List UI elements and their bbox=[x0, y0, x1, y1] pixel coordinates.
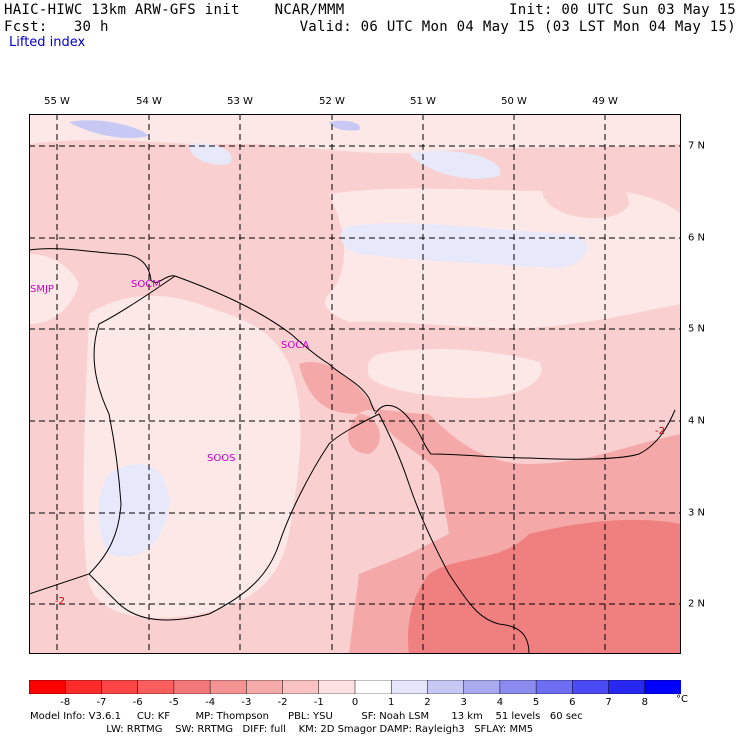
colorbar-swatch bbox=[64, 680, 103, 694]
top-blue-patch-3 bbox=[409, 150, 501, 179]
colorbar-swatch bbox=[427, 680, 465, 694]
colorbar-swatch bbox=[572, 680, 610, 694]
colorbar-tick-label: 2 bbox=[424, 697, 431, 708]
border-guiana-brazil bbox=[88, 413, 380, 621]
colorbar-tick-label: -3 bbox=[241, 697, 252, 708]
colorbar-tick-label: 7 bbox=[605, 697, 612, 708]
lon-label-51w: 51 W bbox=[410, 96, 436, 107]
valid-time: Valid: 06 UTC Mon 04 May 15 (03 LST Mon … bbox=[299, 19, 736, 35]
colorbar-tick-label: 0 bbox=[351, 697, 359, 708]
colorbar-swatch bbox=[209, 680, 248, 694]
header-title: HAIC-HIWC 13km ARW-GFS init NCAR/MMM bbox=[4, 2, 345, 18]
map-frame bbox=[29, 114, 681, 654]
colorbar-swatch bbox=[318, 680, 356, 694]
land-blue-patch bbox=[98, 464, 169, 557]
colorbar-tick-label: 8 bbox=[641, 697, 648, 708]
lat-label-6n: 6 N bbox=[688, 232, 706, 244]
colorbar-swatch bbox=[390, 680, 429, 694]
coastline-east bbox=[374, 404, 676, 460]
center-pale-blob bbox=[367, 348, 542, 398]
colorbar-tick-label: 1 bbox=[388, 697, 395, 708]
colorbar-swatch bbox=[246, 680, 284, 694]
lat-label-7n: 7 N bbox=[688, 140, 706, 152]
colorbar-tick-label: -2 bbox=[277, 697, 288, 708]
model-info-line1: Model Info: V3.6.1 CU: KF MP: Thompson P… bbox=[30, 711, 583, 722]
contour-label-west: -2 bbox=[55, 596, 65, 607]
colorbar-tick-label: -6 bbox=[132, 697, 143, 708]
field-name: Lifted index bbox=[9, 35, 86, 50]
colorbar-swatch bbox=[29, 680, 66, 694]
top-blue-patch-1 bbox=[69, 120, 149, 139]
colorbar-swatch bbox=[608, 680, 646, 694]
lat-label-2n: 2 N bbox=[688, 598, 706, 610]
lon-label-55w: 55 W bbox=[44, 96, 70, 107]
strong-red-region bbox=[407, 519, 681, 654]
colorbar bbox=[29, 680, 681, 694]
colorbar-tick-label: 6 bbox=[569, 697, 576, 708]
station-soos: SOOS bbox=[207, 453, 236, 464]
init-time: Init: 00 UTC Sun 03 May 15 bbox=[509, 2, 736, 18]
colorbar-swatch bbox=[463, 680, 501, 694]
colorbar-tick-label: -4 bbox=[205, 697, 216, 708]
colorbar-swatch bbox=[101, 680, 139, 694]
border-suriname bbox=[29, 275, 176, 595]
colorbar-tick-label: 4 bbox=[496, 697, 504, 708]
lifted-index-map bbox=[29, 114, 681, 654]
colorbar-swatch bbox=[499, 680, 537, 694]
forecast-hour: Fcst: 30 h bbox=[4, 19, 109, 35]
station-soca: SOCA bbox=[281, 340, 310, 351]
station-socm: SOCM bbox=[131, 279, 161, 290]
coastline-north bbox=[29, 248, 376, 412]
colorbar-swatch bbox=[535, 680, 574, 694]
station-smjp: SMJP bbox=[30, 284, 54, 295]
colorbar-swatch bbox=[173, 680, 211, 694]
lon-label-54w: 54 W bbox=[136, 96, 162, 107]
colorbar-tick-label: -1 bbox=[313, 697, 324, 708]
lon-label-53w: 53 W bbox=[227, 96, 253, 107]
colorbar-tick-label: 5 bbox=[532, 697, 540, 708]
lat-label-5n: 5 N bbox=[688, 323, 706, 335]
top-pale-band bbox=[29, 114, 681, 154]
model-info-line2: LW: RRTMG SW: RRTMG DIFF: full KM: 2D Sm… bbox=[30, 724, 534, 735]
colorbar-tick-label: -5 bbox=[168, 697, 179, 708]
lon-label-52w: 52 W bbox=[319, 96, 345, 107]
lon-label-49w: 49 W bbox=[592, 96, 618, 107]
top-blue-patch-4 bbox=[329, 120, 360, 131]
border-oyapock bbox=[378, 413, 530, 654]
right-blue-band bbox=[340, 223, 588, 268]
colorbar-tick-label: -8 bbox=[60, 697, 71, 708]
colorbar-swatch bbox=[354, 680, 392, 694]
right-red-blob bbox=[541, 172, 629, 219]
colorbar-swatch bbox=[644, 680, 681, 694]
top-blue-patch-2 bbox=[189, 143, 232, 165]
lat-label-4n: 4 N bbox=[688, 415, 706, 427]
lon-label-50w: 50 W bbox=[501, 96, 527, 107]
colorbar-tick-label: -7 bbox=[96, 697, 107, 708]
colorbar-unit: °C bbox=[676, 694, 688, 705]
lat-label-3n: 3 N bbox=[688, 507, 706, 519]
colorbar-swatch bbox=[282, 680, 320, 694]
colorbar-tick-label: 3 bbox=[460, 697, 467, 708]
contour-label-east: -2 bbox=[655, 426, 665, 437]
coastal-strip bbox=[348, 414, 380, 454]
colorbar-swatch bbox=[137, 680, 175, 694]
west-pale-region bbox=[29, 254, 79, 324]
